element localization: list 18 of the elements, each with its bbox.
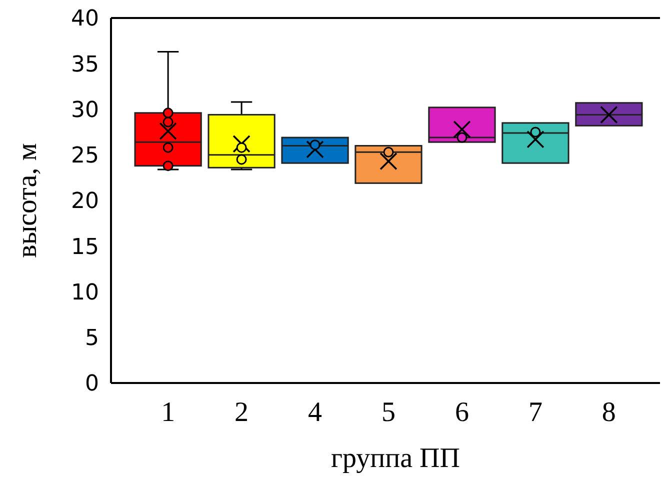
x-tick-label: 4 bbox=[308, 397, 322, 428]
y-tick-label: 0 bbox=[85, 372, 99, 397]
y-tick-label: 30 bbox=[71, 98, 99, 123]
y-tick-label: 15 bbox=[71, 234, 99, 260]
y-tick-label: 35 bbox=[71, 52, 99, 78]
x-tick-label: 5 bbox=[382, 397, 396, 428]
x-axis-title: группа ПП bbox=[331, 443, 460, 474]
y-tick-label: 25 bbox=[71, 144, 99, 169]
x-tick-label: 1 bbox=[161, 397, 176, 428]
y-tick-label: 5 bbox=[85, 326, 99, 352]
x-tick-label: 6 bbox=[454, 397, 469, 428]
x-tick-label: 8 bbox=[602, 397, 616, 428]
x-tick-label: 7 bbox=[528, 397, 542, 428]
y-axis-title: высота, м bbox=[12, 142, 43, 258]
x-tick-label: 2 bbox=[234, 397, 249, 428]
y-tick-label: 20 bbox=[71, 189, 99, 214]
y-tick-label: 10 bbox=[71, 280, 99, 306]
y-tick-label: 40 bbox=[71, 6, 99, 32]
